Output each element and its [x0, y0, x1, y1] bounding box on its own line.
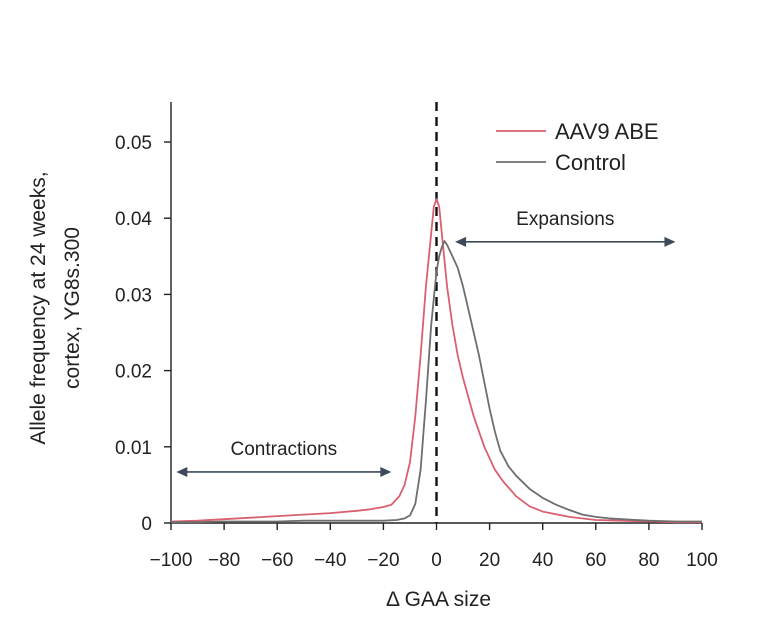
- annotation-label: Contractions: [231, 439, 338, 460]
- legend: AAV9 ABE Control: [496, 119, 659, 175]
- legend-entry: Control: [496, 150, 626, 175]
- y-tick-label: 0: [141, 514, 152, 535]
- x-ticks: −100 −80 −60 −40 −20 0 20 40 60 80 100: [150, 523, 718, 571]
- y-tick-label: 0.01: [115, 438, 152, 459]
- y-tick-label: 0.03: [115, 285, 152, 306]
- x-tick-label: 40: [532, 550, 553, 571]
- annotations: Contractions Expansions: [176, 209, 676, 477]
- y-axis-title-line1: Allele frequency at 24 weeks,: [27, 171, 50, 444]
- annotation-arrow-contractions: [176, 466, 392, 477]
- x-tick-label: 0: [431, 550, 442, 571]
- x-tick-label: −20: [367, 550, 399, 571]
- x-tick-label: 20: [479, 550, 500, 571]
- y-axis-title-line2: cortex, YG8s.300: [61, 227, 84, 389]
- x-tick-label: −60: [261, 550, 293, 571]
- x-axis-title: Δ GAA size: [386, 588, 491, 611]
- legend-entry: AAV9 ABE: [496, 119, 659, 144]
- x-tick-label: 60: [585, 550, 606, 571]
- y-tick-label: 0.04: [115, 209, 152, 230]
- y-ticks: 0 0.01 0.02 0.03 0.04 0.05: [115, 133, 171, 535]
- x-tick-label: −100: [150, 550, 193, 571]
- legend-label: Control: [555, 150, 626, 175]
- y-tick-label: 0.02: [115, 362, 152, 383]
- x-tick-label: 100: [686, 550, 718, 571]
- series-line-aav9-abe: [170, 198, 702, 524]
- y-tick-label: 0.05: [115, 133, 152, 154]
- legend-label: AAV9 ABE: [555, 119, 659, 144]
- annotation-label: Expansions: [516, 209, 614, 230]
- series-line-control: [171, 240, 702, 524]
- x-tick-label: −40: [314, 550, 346, 571]
- x-tick-label: 80: [638, 550, 659, 571]
- axes: −100 −80 −60 −40 −20 0 20 40 60 80 100 0 0.01 0.02 0.…: [115, 102, 718, 571]
- annotation-arrow-expansions: [455, 236, 676, 247]
- series-layer: [170, 198, 702, 524]
- x-tick-label: −80: [208, 550, 240, 571]
